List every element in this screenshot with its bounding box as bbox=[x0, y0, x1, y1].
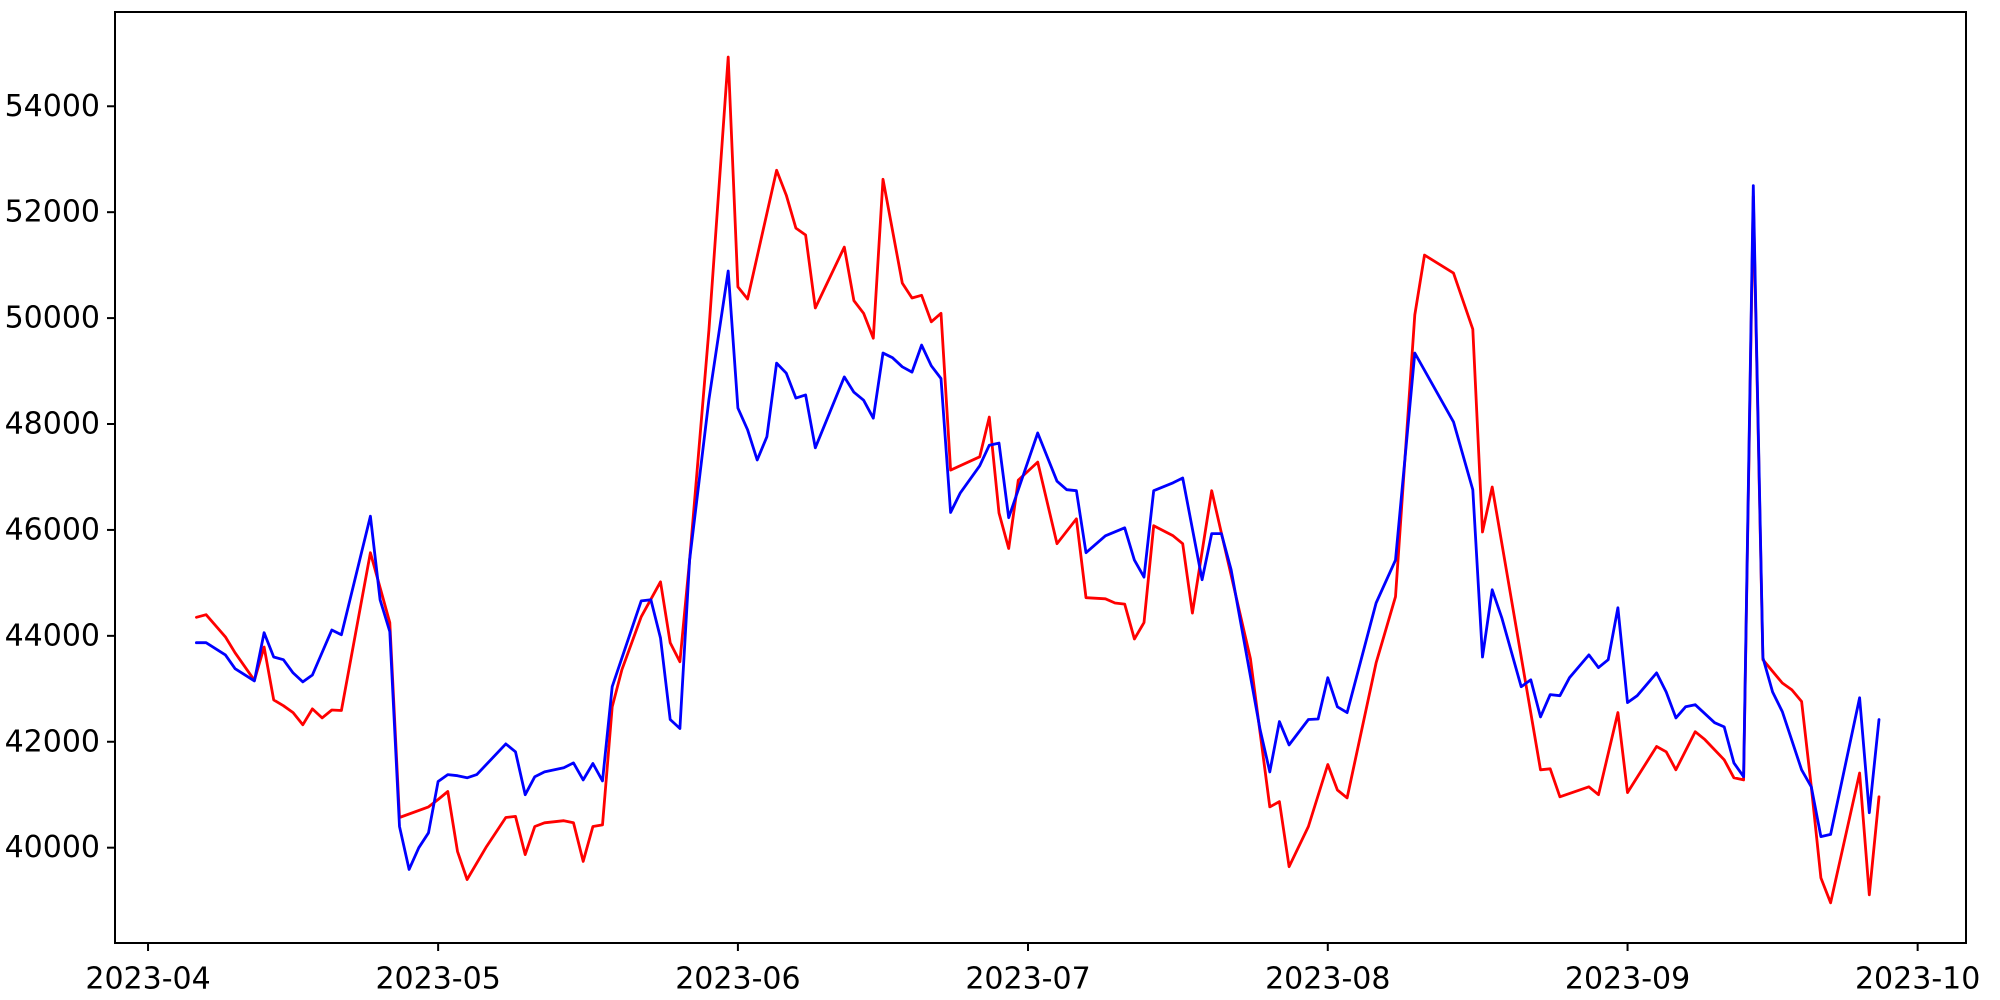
x-tick-label: 2023-10 bbox=[1855, 962, 1980, 997]
red-series-line bbox=[194, 55, 1881, 905]
y-tick-label: 44000 bbox=[5, 618, 100, 653]
x-tick-label: 2023-04 bbox=[85, 962, 210, 997]
y-tick-label: 54000 bbox=[5, 89, 100, 124]
x-tick-label: 2023-09 bbox=[1565, 962, 1690, 997]
y-tick-label: 40000 bbox=[5, 830, 100, 865]
blue-series-line bbox=[194, 184, 1881, 871]
y-tick-label: 48000 bbox=[5, 407, 100, 442]
y-tick-label: 52000 bbox=[5, 195, 100, 230]
x-tick-label: 2023-07 bbox=[965, 962, 1090, 997]
y-tick-label: 50000 bbox=[5, 301, 100, 336]
y-tick-label: 46000 bbox=[5, 512, 100, 547]
y-tick-label: 42000 bbox=[5, 724, 100, 759]
axes-spines bbox=[114, 11, 1967, 944]
x-tick-label: 2023-06 bbox=[675, 962, 800, 997]
x-tick-label: 2023-08 bbox=[1265, 962, 1390, 997]
x-tick-label: 2023-05 bbox=[375, 962, 500, 997]
